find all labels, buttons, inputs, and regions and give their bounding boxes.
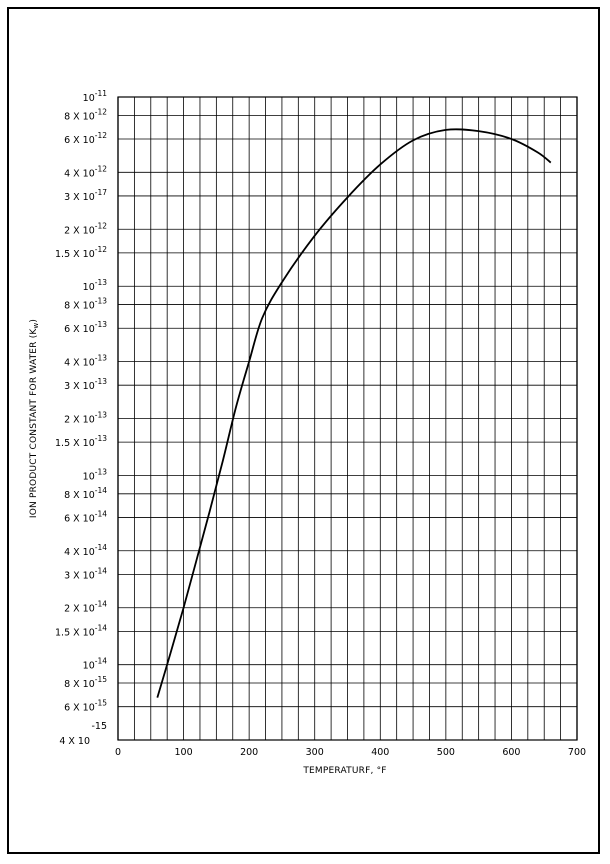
- y-tick-label: 10-14: [83, 657, 108, 672]
- y-tick-label: 1.5 X 10-12: [55, 245, 107, 260]
- y-axis-title-main: ION PRODUCT CONSTANT FOR WATER (K: [29, 328, 39, 519]
- y-axis-title-suffix: ): [29, 319, 39, 323]
- y-tick-label: 6 X 10-13: [64, 320, 107, 335]
- y-tick-label: 8 X 10-15: [64, 675, 107, 690]
- y-tick-label: 10-11: [83, 89, 108, 104]
- y-tick-label: 3 X 10-14: [64, 566, 107, 581]
- y-tick-label: 2 X 10-14: [64, 600, 107, 615]
- y-tick-label: 4 X 10-13: [64, 354, 107, 369]
- y-tick-label: 4 X 10-14: [64, 543, 107, 558]
- y-axis-ticks: 10-11 8 X 10-12 6 X 10-12 4 X 10-12 3 X 10-1…: [55, 89, 107, 747]
- y-tick-label: 10-13: [83, 467, 108, 482]
- y-tick-label: 6 X 10-15: [64, 699, 107, 714]
- y-tick-exponent: -15: [91, 721, 107, 732]
- x-tick-label: 400: [371, 747, 389, 758]
- y-tick-label: 3 X 10-17: [64, 188, 107, 203]
- y-tick-label: 3 X 10-13: [64, 377, 107, 392]
- x-tick-label: 300: [306, 747, 324, 758]
- y-tick-label: 2 X 10-12: [64, 221, 107, 236]
- y-tick-label: 4 X 10-12: [64, 164, 107, 179]
- grid: [117, 96, 578, 741]
- series-line: [156, 128, 552, 698]
- series-layer: [156, 128, 552, 698]
- plot-border: [117, 96, 578, 741]
- y-tick-label: 8 X 10-12: [64, 107, 107, 122]
- y-axis-title-subscript: w: [32, 322, 40, 328]
- y-axis-title: ION PRODUCT CONSTANT FOR WATER (Kw): [29, 319, 40, 518]
- y-tick-label: 6 X 10-14: [64, 509, 107, 524]
- y-tick-label: 2 X 10-13: [64, 411, 107, 426]
- y-tick-label: 8 X 10-13: [64, 297, 107, 312]
- x-tick-label: 500: [437, 747, 455, 758]
- page-frame: [7, 7, 600, 854]
- x-tick-label: 600: [502, 747, 520, 758]
- x-tick-label: 100: [175, 747, 193, 758]
- y-tick-label: 4 X 10: [59, 736, 90, 747]
- x-tick-label: 0: [115, 747, 121, 758]
- y-tick-label: 10-13: [83, 278, 108, 293]
- y-tick-label: 1.5 X 10-14: [55, 623, 107, 638]
- y-tick-label: 1.5 X 10-13: [55, 434, 107, 449]
- y-tick-label: 8 X 10-14: [64, 486, 107, 501]
- y-tick-label: 6 X 10-12: [64, 131, 107, 146]
- x-axis-ticks: 0 100 200 300 400 500 600 700: [115, 747, 586, 758]
- x-axis-title: TEMPERATURF, °F: [302, 766, 386, 776]
- x-tick-label: 700: [568, 747, 586, 758]
- x-tick-label: 200: [240, 747, 258, 758]
